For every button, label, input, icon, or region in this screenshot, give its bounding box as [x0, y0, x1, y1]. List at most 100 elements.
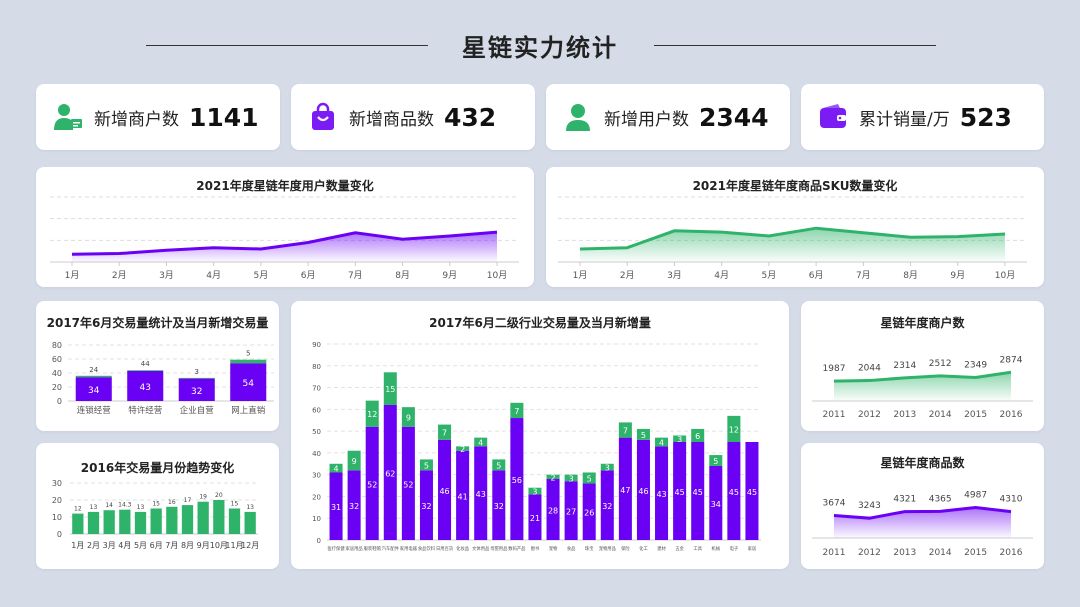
bar-value-label: 62	[385, 469, 395, 478]
data-label: 4310	[1000, 495, 1023, 505]
x-tick-label: 2015	[964, 410, 987, 420]
bar-increment	[582, 472, 596, 484]
x-tick-label: 9月	[950, 270, 965, 281]
x-tick-label: 2016	[1000, 548, 1023, 558]
bar-increment	[365, 400, 379, 427]
bar	[244, 511, 256, 534]
bar-increment-label: 12	[367, 410, 377, 419]
y-tick-label: 60	[312, 406, 321, 414]
bar-value-label: 45	[747, 488, 757, 497]
bar-value-label: 52	[403, 480, 413, 489]
x-tick-label: 3月	[667, 270, 682, 281]
bar-value-label: 19	[199, 494, 207, 501]
bar-base	[691, 442, 705, 540]
y-tick-label: 80	[52, 341, 62, 350]
x-tick-label: 电子	[730, 545, 739, 552]
wallet-icon	[817, 101, 849, 133]
chart-title: 星链年度商品数	[880, 456, 965, 470]
x-tick-label: 6月	[301, 270, 316, 281]
bar-increment-label: 5	[641, 431, 646, 440]
data-label: 2349	[964, 361, 987, 371]
bar-base	[383, 404, 397, 540]
header: 星链实力统计	[0, 0, 1080, 90]
jun-2017-chart: 0 20 40 60 80 34 24 连锁经营 43 44 特许经营 32 3 企业自营 54 5 网上直销	[52, 341, 274, 416]
shopping-bag-icon	[307, 101, 339, 133]
bar-value-label: 26	[584, 509, 594, 518]
chart-card-jun-2017: 2017年6月交易量统计及当月新增交易量 0 20 40 60 80 34 24 连锁经营 43…	[36, 301, 279, 431]
x-tick-label: 2013	[893, 410, 916, 420]
y-tick-label: 70	[312, 385, 321, 393]
bar	[181, 505, 194, 534]
x-tick-label: 4月	[206, 270, 221, 281]
x-tick-label: 化工	[639, 545, 648, 552]
bar	[166, 506, 178, 534]
kpi-value: 523	[959, 102, 1012, 132]
series-area	[834, 372, 1011, 401]
y-tick-label: 90	[312, 341, 321, 349]
bar-base	[474, 446, 488, 540]
y-tick-label: 40	[312, 450, 321, 458]
bar-increment	[474, 437, 488, 447]
bar-base	[127, 370, 164, 401]
y-tick-label: 20	[52, 383, 62, 392]
x-tick-label: 化妆品	[456, 545, 469, 552]
bar-base	[492, 470, 506, 540]
x-tick-label: 2012	[858, 410, 881, 420]
x-tick-label: 网上直销	[231, 405, 266, 416]
bar-value-label: 32	[191, 387, 202, 397]
x-tick-label: 10月	[995, 270, 1015, 281]
x-tick-label: 家居用品	[346, 545, 363, 552]
bar-base	[745, 442, 759, 540]
bar	[119, 509, 131, 534]
bar-increment	[419, 459, 433, 471]
x-tick-label: 3月	[103, 541, 116, 550]
x-tick-label: 工具	[693, 546, 702, 552]
bar-value-label: 12	[74, 506, 82, 513]
bar-value-label: 32	[494, 502, 504, 511]
bar-base	[419, 470, 433, 540]
x-tick-label: 1月	[65, 270, 80, 281]
chart-card-users-2021: 2021年度星链年度用户数量变化 1月 2月 3月 4月 5月 6月 7月 8月 9月 10月	[36, 167, 534, 287]
x-tick-label: 2014	[929, 410, 952, 420]
bar-value-label: 45	[693, 488, 703, 497]
x-tick-label: 2016	[1000, 410, 1023, 420]
bar-value-label: 27	[566, 508, 576, 517]
x-tick-label: 5月	[134, 541, 147, 550]
x-tick-label: 12月	[241, 541, 259, 550]
kpi-card-sales: 累计销量/万 523	[801, 84, 1044, 150]
x-tick-label: 2月	[620, 270, 635, 281]
bar-value-label: 31	[331, 503, 341, 512]
bar-increment	[727, 415, 741, 442]
bar-base	[438, 439, 452, 540]
x-tick-label: 4月	[118, 541, 131, 550]
bar-value-label: 46	[638, 487, 648, 496]
merchant-icon	[52, 101, 84, 133]
x-tick-label: 2015	[964, 548, 987, 558]
bar-value-label: 14.3	[118, 502, 132, 509]
x-tick-label: 汽车配件	[382, 545, 400, 552]
x-tick-label: 1月	[71, 541, 84, 550]
x-tick-label: 9月	[197, 541, 210, 550]
bar	[150, 508, 162, 534]
bar-value-label: 46	[439, 487, 449, 496]
x-tick-label: 家居	[748, 545, 757, 552]
bar-increment	[673, 435, 687, 442]
x-tick-label: 8月	[395, 270, 410, 281]
y-tick-label: 20	[52, 496, 62, 505]
sku-2021-chart: 1月 2月 3月 4月 5月 6月 7月 8月 9月 10月	[558, 196, 1027, 281]
bar-base	[365, 426, 379, 540]
bar-base	[600, 470, 614, 540]
y-tick-label: 0	[317, 537, 321, 545]
chart-card-trend-2016: 2016年交易量月份趋势变化 0 10 20 30 12 1月 13 2月 14 3月 14.3 4月…	[36, 443, 279, 569]
bar-base	[636, 439, 650, 540]
x-tick-label: 6月	[809, 270, 824, 281]
bar-increment-label: 2	[460, 445, 465, 454]
bar	[228, 508, 241, 534]
x-tick-label: 10月	[210, 541, 228, 550]
bar-value-label: 34	[711, 500, 721, 509]
x-tick-label: 6月	[150, 541, 163, 550]
x-tick-label: 食品饮料	[418, 545, 436, 552]
x-tick-label: 五金	[675, 545, 684, 552]
bar-base	[510, 418, 524, 540]
bar-base	[564, 481, 578, 540]
